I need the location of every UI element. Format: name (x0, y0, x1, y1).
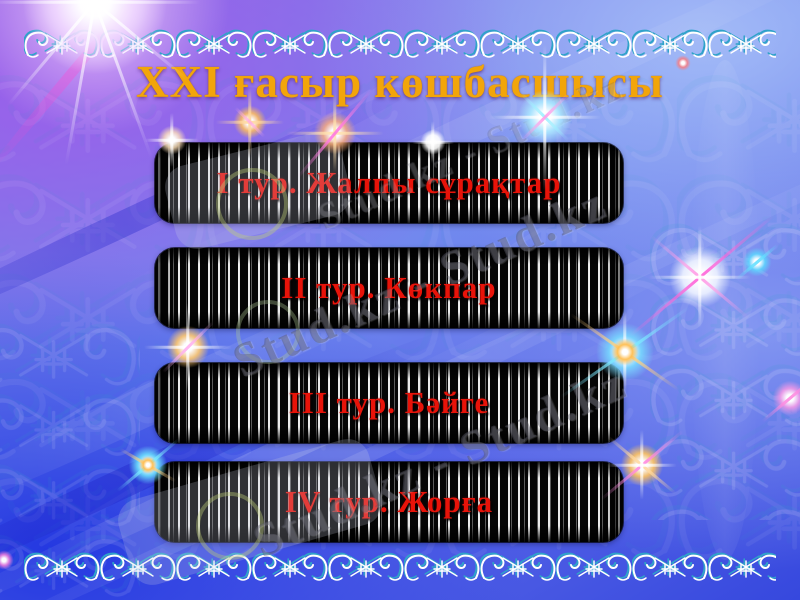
sparkle-icon (611, 338, 639, 366)
bottom-ornament-border (24, 551, 776, 583)
round-button-label: II тур. Көкпар (281, 270, 497, 305)
sparkle-icon (735, 243, 779, 281)
sparkle-icon (600, 429, 684, 501)
background-ornament-right (650, 220, 800, 520)
page-title: XXI ғасыр көшбасшысы (136, 57, 664, 107)
top-ornament-border (24, 28, 776, 60)
sparkle-icon (625, 214, 775, 340)
round-button-3[interactable]: III тур. Бәйге (155, 363, 623, 443)
round-button-label: IV тур. Жорға (284, 484, 494, 519)
sparkle-icon (0, 550, 14, 570)
round-button-1[interactable]: I тур. Жалпы сұрақтар (155, 143, 623, 223)
round-button-label: I тур. Жалпы сұрақтар (216, 165, 562, 200)
round-button-2[interactable]: II тур. Көкпар (155, 248, 623, 328)
sparkle-icon (139, 456, 157, 474)
round-button-4[interactable]: IV тур. Жорға (155, 462, 623, 542)
sparkle-icon (761, 373, 800, 423)
sparkle-icon (216, 88, 284, 156)
light-column (690, 60, 760, 560)
round-button-label: III тур. Бәйге (288, 385, 490, 420)
